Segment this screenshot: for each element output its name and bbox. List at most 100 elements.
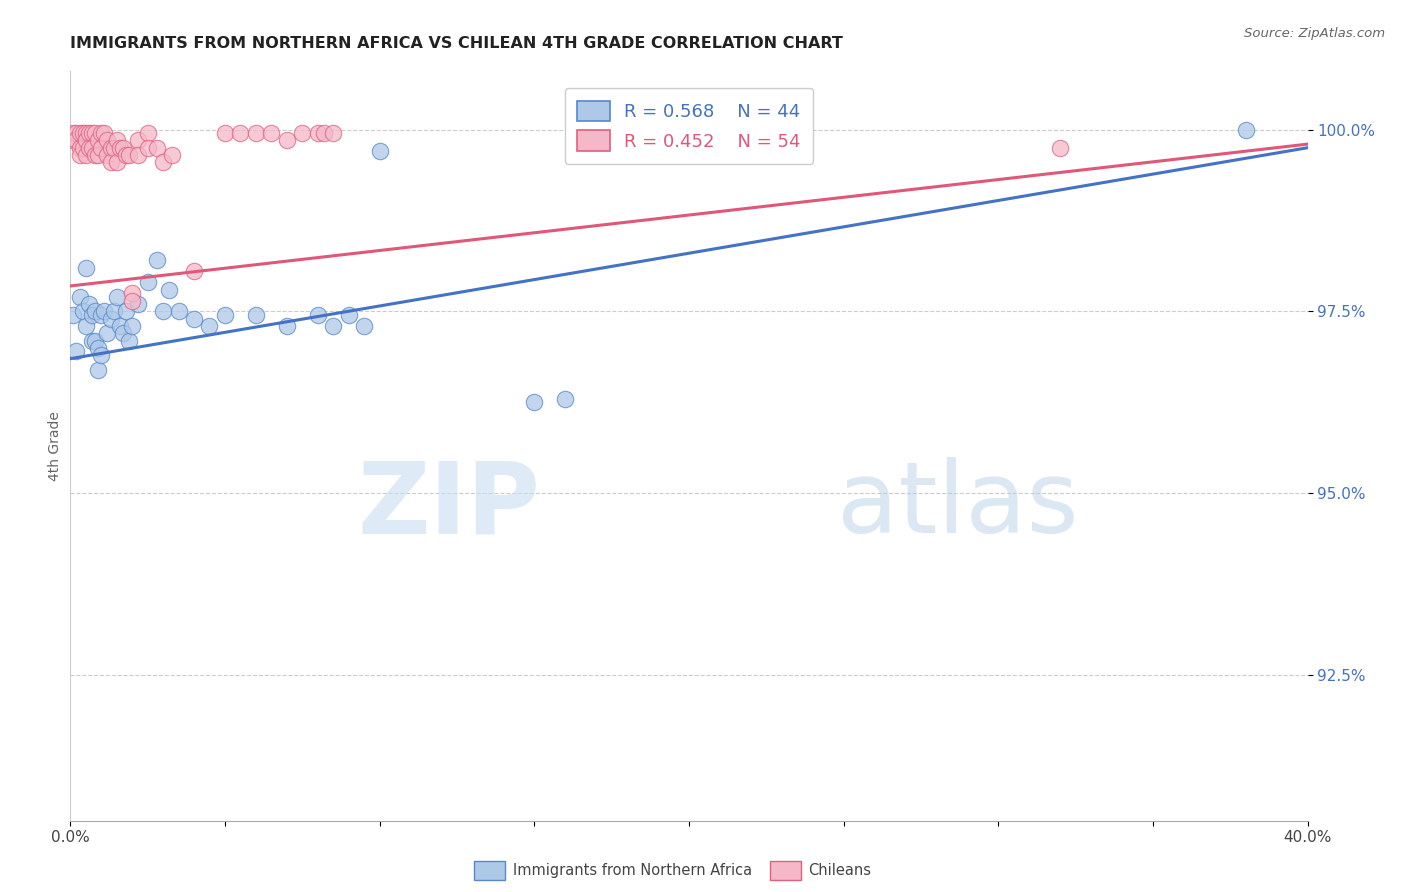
Point (121, 293, 143, 308)
Point (322, 318, 344, 333)
Point (90, 141, 112, 155)
Point (90, 348, 112, 362)
Point (245, 308, 267, 322)
Point (69, 148, 91, 162)
Point (127, 148, 149, 162)
Point (65, 133, 87, 147)
Point (121, 318, 143, 333)
Point (87, 148, 110, 162)
Point (93, 304, 115, 318)
Point (96, 133, 118, 147)
Point (108, 141, 131, 155)
Point (75, 126, 97, 140)
Text: Source: ZipAtlas.com: Source: ZipAtlas.com (1244, 27, 1385, 40)
Point (322, 126, 344, 140)
Point (291, 126, 314, 140)
Point (136, 141, 159, 155)
Point (96, 326, 118, 341)
Point (96, 148, 118, 162)
Point (307, 308, 329, 322)
Point (198, 318, 221, 333)
Point (69, 126, 91, 140)
Point (554, 392, 576, 406)
Point (183, 264, 205, 278)
Point (84, 148, 107, 162)
Point (111, 141, 134, 155)
Point (245, 126, 267, 140)
Point (65, 344, 87, 359)
Point (127, 297, 149, 311)
Text: IMMIGRANTS FROM NORTHERN AFRICA VS CHILEAN 4TH GRADE CORRELATION CHART: IMMIGRANTS FROM NORTHERN AFRICA VS CHILE… (70, 36, 844, 51)
Point (65, 126, 87, 140)
Point (127, 133, 149, 147)
Point (62, 126, 84, 140)
Point (100, 311, 122, 326)
Point (77, 126, 100, 140)
Point (69, 141, 91, 155)
Point (162, 148, 184, 162)
Point (105, 155, 128, 169)
Point (72, 141, 94, 155)
Point (84, 334, 107, 348)
Point (100, 155, 122, 169)
Text: Chileans: Chileans (808, 863, 872, 878)
Point (118, 334, 141, 348)
Point (75, 133, 97, 147)
Point (115, 148, 138, 162)
Point (136, 276, 159, 290)
Point (84, 126, 107, 140)
Point (276, 318, 298, 333)
Point (62, 308, 84, 322)
Point (87, 133, 110, 147)
Point (214, 126, 236, 140)
Y-axis label: 4th Grade: 4th Grade (48, 411, 62, 481)
Point (337, 308, 360, 322)
Point (167, 304, 190, 318)
Point (157, 283, 180, 297)
Point (84, 304, 107, 318)
Point (1234, 122, 1257, 136)
Point (80, 334, 103, 348)
Point (77, 141, 100, 155)
Point (108, 318, 131, 333)
Point (1049, 141, 1071, 155)
Point (90, 126, 112, 140)
Point (121, 286, 143, 301)
Point (80, 308, 103, 322)
Text: atlas: atlas (838, 458, 1078, 555)
Point (69, 290, 91, 304)
Legend: R = 0.568    N = 44, R = 0.452    N = 54: R = 0.568 N = 44, R = 0.452 N = 54 (565, 88, 813, 164)
Point (62, 133, 84, 147)
Point (80, 126, 103, 140)
Point (103, 141, 125, 155)
Point (100, 141, 122, 155)
Text: ZIP: ZIP (357, 458, 540, 555)
Point (87, 341, 110, 355)
Point (276, 133, 298, 147)
Point (75, 148, 97, 162)
Point (111, 326, 134, 341)
Point (307, 126, 329, 140)
Point (136, 126, 159, 140)
Point (77, 297, 100, 311)
Point (152, 155, 174, 169)
Point (229, 126, 252, 140)
Point (183, 311, 205, 326)
Point (146, 253, 169, 268)
Point (72, 126, 94, 140)
Point (312, 126, 335, 140)
Point (523, 395, 546, 409)
Point (146, 141, 169, 155)
Point (368, 145, 391, 159)
Point (72, 304, 94, 318)
Point (90, 308, 112, 322)
Point (115, 304, 138, 318)
Point (80, 141, 103, 155)
Point (214, 308, 236, 322)
Point (152, 304, 174, 318)
Point (105, 133, 128, 147)
Point (260, 126, 283, 140)
Point (75, 318, 97, 333)
Point (353, 318, 375, 333)
Point (75, 260, 97, 275)
